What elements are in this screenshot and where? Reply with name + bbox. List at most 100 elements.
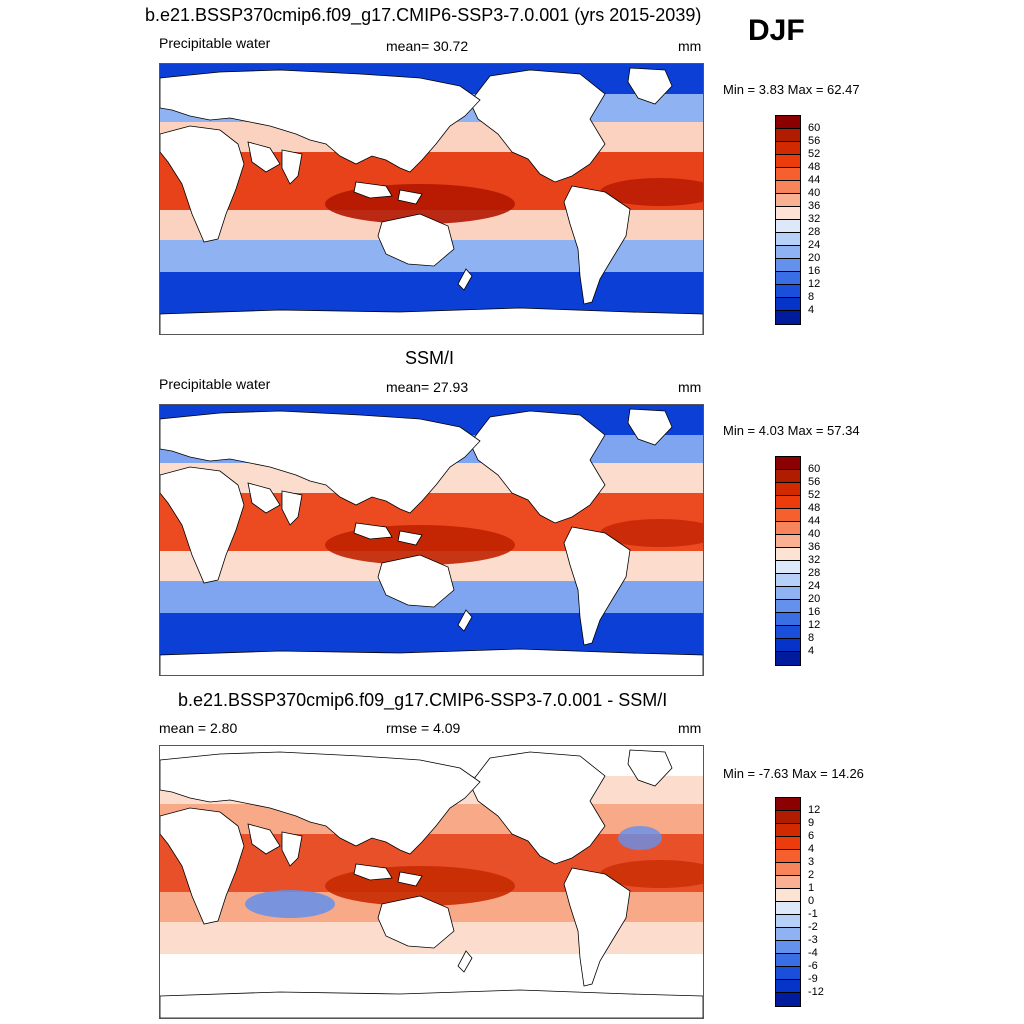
panel-3-units-label: mm	[678, 720, 702, 736]
colorbar-swatch	[776, 626, 800, 639]
continent-outline	[397, 189, 423, 205]
colorbar-tick-label: 52	[808, 148, 821, 160]
colorbar-swatch	[776, 850, 800, 863]
colorbar-tick-label: 4	[808, 843, 815, 855]
colorbar-tick-label: 24	[808, 239, 821, 251]
colorbar-swatch	[776, 207, 800, 220]
colorbar-tick-label: 16	[808, 606, 821, 618]
continent-outline	[563, 526, 631, 646]
colorbar-swatch	[776, 457, 800, 470]
panel-2-units-label: mm	[678, 379, 702, 395]
colorbar-swatch	[776, 980, 800, 993]
colorbar-tick-label: 4	[808, 645, 815, 657]
panel-1-variable-label: Precipitable water	[159, 35, 271, 51]
colorbar-tick-label: 40	[808, 528, 821, 540]
season-label: DJF	[748, 14, 805, 47]
continent-outline	[353, 863, 393, 881]
colorbar-tick-label: 60	[808, 463, 821, 475]
colorbar-swatch	[776, 639, 800, 652]
colorbar-swatch	[776, 220, 800, 233]
colorbar-tick-label: 2	[808, 869, 815, 881]
colorbar-tick-label: -2	[808, 921, 818, 933]
colorbar-swatch	[776, 168, 800, 181]
continent-outline	[377, 213, 455, 267]
colorbar-swatch	[776, 181, 800, 194]
panel-3-rmse-label: rmse = 4.09	[386, 720, 461, 736]
colorbar-swatch	[776, 522, 800, 535]
map-field-maximum	[600, 178, 703, 206]
panel-2-title: SSM/I	[405, 348, 455, 368]
colorbar-swatch	[776, 155, 800, 168]
colorbar-swatch	[776, 272, 800, 285]
colorbar-swatch	[776, 811, 800, 824]
colorbar-swatch	[776, 954, 800, 967]
map-field-maximum	[600, 519, 703, 547]
map-field-maximum	[600, 860, 703, 888]
colorbar-tick-label: 0	[808, 895, 815, 907]
map-field-band	[160, 834, 703, 862]
colorbar-tick-label: 28	[808, 226, 821, 238]
colorbar-swatch	[776, 928, 800, 941]
colorbar-swatch	[776, 837, 800, 850]
continent-outline	[457, 950, 473, 973]
colorbar-swatch	[776, 142, 800, 155]
continent-outline	[160, 807, 245, 925]
panel-2-minmax: Min = 4.03 Max = 57.34	[723, 423, 860, 438]
continent-outline	[281, 149, 303, 185]
colorbar-tick-label: 48	[808, 161, 821, 173]
colorbar-tick-label: 28	[808, 567, 821, 579]
colorbar-tick-label: 32	[808, 213, 821, 225]
panel-3-map	[159, 745, 704, 1019]
continent-outline	[353, 522, 393, 540]
colorbar-tick-label: 48	[808, 502, 821, 514]
colorbar-tick-label: -1	[808, 908, 818, 920]
continent-outline	[160, 989, 703, 1018]
continent-outline	[397, 530, 423, 546]
panel-2-colorbar	[775, 456, 801, 666]
continent-outline	[627, 749, 673, 787]
panel-1-minmax: Min = 3.83 Max = 62.47	[723, 82, 860, 97]
colorbar-tick-label: 9	[808, 817, 815, 829]
continent-outline	[160, 751, 481, 855]
colorbar-swatch	[776, 652, 800, 665]
continent-outline	[247, 482, 281, 514]
colorbar-tick-label: 60	[808, 122, 821, 134]
colorbar-swatch	[776, 600, 800, 613]
colorbar-swatch	[776, 194, 800, 207]
continent-outline	[281, 831, 303, 867]
colorbar-tick-label: 32	[808, 554, 821, 566]
continent-outline	[469, 69, 606, 183]
continent-outline	[377, 895, 455, 949]
continent-outline	[457, 609, 473, 632]
continent-outline	[160, 648, 703, 675]
colorbar-swatch	[776, 311, 800, 324]
colorbar-tick-label: 3	[808, 856, 815, 868]
colorbar-tick-label: 44	[808, 515, 821, 527]
colorbar-swatch	[776, 548, 800, 561]
colorbar-swatch	[776, 824, 800, 837]
colorbar-swatch	[776, 574, 800, 587]
continent-outline	[353, 181, 393, 199]
colorbar-swatch	[776, 902, 800, 915]
continent-outline	[469, 751, 606, 865]
panel-1-title: b.e21.BSSP370cmip6.f09_g17.CMIP6-SSP3-7.…	[145, 5, 702, 25]
colorbar-tick-label: -3	[808, 934, 818, 946]
colorbar-tick-label: 40	[808, 187, 821, 199]
colorbar-tick-label: -4	[808, 947, 818, 959]
colorbar-tick-label: 16	[808, 265, 821, 277]
map-field-band	[160, 152, 703, 180]
continent-outline	[160, 69, 481, 173]
panel-3-title: b.e21.BSSP370cmip6.f09_g17.CMIP6-SSP3-7.…	[178, 690, 668, 710]
colorbar-swatch	[776, 285, 800, 298]
panel-3-mean-label: mean = 2.80	[159, 720, 238, 736]
colorbar-swatch	[776, 116, 800, 129]
continent-outline	[627, 408, 673, 446]
map-field-band	[160, 493, 703, 521]
continent-outline	[247, 141, 281, 173]
colorbar-tick-label: 20	[808, 252, 821, 264]
colorbar-swatch	[776, 509, 800, 522]
colorbar-swatch	[776, 298, 800, 311]
colorbar-tick-label: 8	[808, 291, 815, 303]
continent-outline	[627, 67, 673, 105]
continent-outline	[377, 554, 455, 608]
